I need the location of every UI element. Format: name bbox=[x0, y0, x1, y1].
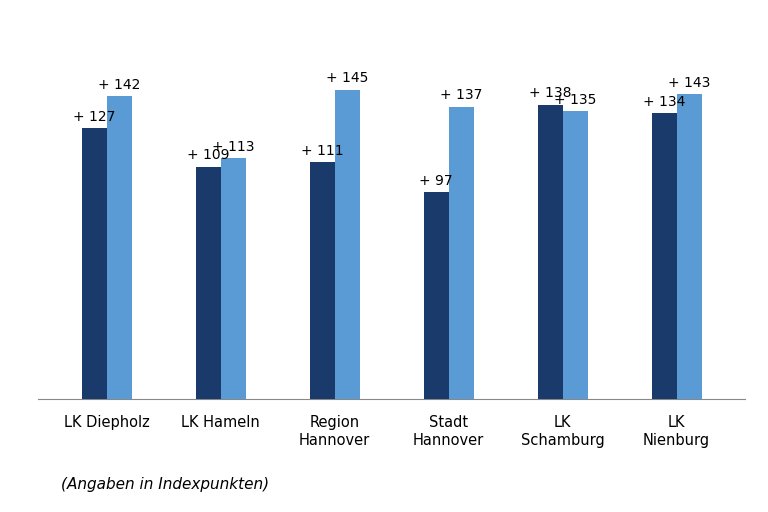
Bar bbox=[310, 162, 335, 399]
Bar bbox=[220, 158, 246, 399]
Text: + 127: + 127 bbox=[73, 110, 115, 124]
Text: (Angaben in Indexpunkten): (Angaben in Indexpunkten) bbox=[61, 477, 270, 492]
Bar bbox=[424, 192, 449, 399]
Text: + 145: + 145 bbox=[326, 71, 369, 86]
Text: + 135: + 135 bbox=[554, 93, 596, 107]
Bar bbox=[107, 96, 132, 399]
Text: + 143: + 143 bbox=[668, 76, 710, 90]
Bar bbox=[196, 166, 220, 399]
Text: + 97: + 97 bbox=[419, 174, 453, 188]
Text: + 138: + 138 bbox=[529, 87, 571, 100]
Text: + 109: + 109 bbox=[187, 148, 230, 162]
Bar bbox=[677, 94, 702, 399]
Text: + 134: + 134 bbox=[643, 95, 685, 109]
Text: + 111: + 111 bbox=[301, 144, 343, 158]
Bar bbox=[449, 107, 474, 399]
Bar bbox=[538, 104, 563, 399]
Bar bbox=[81, 128, 107, 399]
Text: + 137: + 137 bbox=[440, 89, 482, 102]
Bar bbox=[651, 113, 677, 399]
Text: + 142: + 142 bbox=[98, 78, 141, 92]
Bar bbox=[335, 90, 359, 399]
Bar bbox=[563, 111, 588, 399]
Text: + 113: + 113 bbox=[212, 140, 254, 154]
